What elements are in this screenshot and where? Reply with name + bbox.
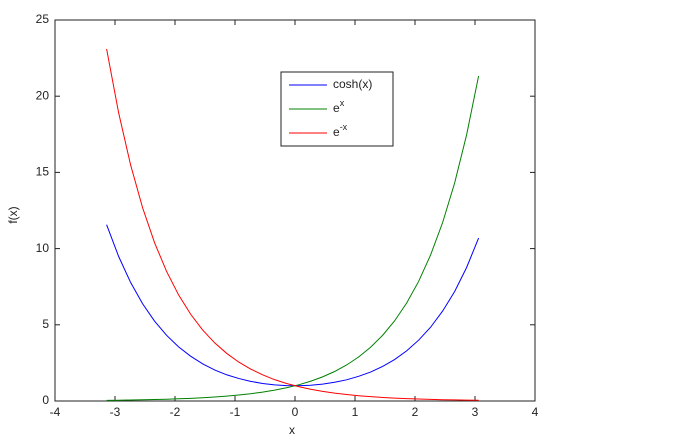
x-tick-label: 1 — [352, 405, 359, 419]
y-axis-label: f(x) — [6, 206, 20, 223]
y-tick-label: 20 — [36, 88, 50, 102]
legend-label: cosh(x) — [333, 77, 372, 91]
x-tick-label: 0 — [292, 405, 299, 419]
x-tick-label: -4 — [50, 405, 61, 419]
y-tick-label: 5 — [42, 317, 49, 331]
x-tick-label: 4 — [532, 405, 539, 419]
y-tick-label: 0 — [42, 393, 49, 407]
legend-label: ex — [333, 98, 345, 115]
x-tick-label: -2 — [170, 405, 181, 419]
y-tick-label: 25 — [36, 12, 50, 26]
x-tick-label: 2 — [412, 405, 419, 419]
x-tick-label: -1 — [230, 405, 241, 419]
x-tick-label: -3 — [110, 405, 121, 419]
series-line — [106, 48, 479, 401]
y-tick-label: 15 — [36, 165, 50, 179]
x-axis-label: x — [289, 423, 295, 436]
series-line — [106, 224, 480, 387]
y-tick-label: 10 — [36, 241, 50, 255]
series-line — [106, 75, 480, 401]
x-tick-label: 3 — [472, 405, 479, 419]
